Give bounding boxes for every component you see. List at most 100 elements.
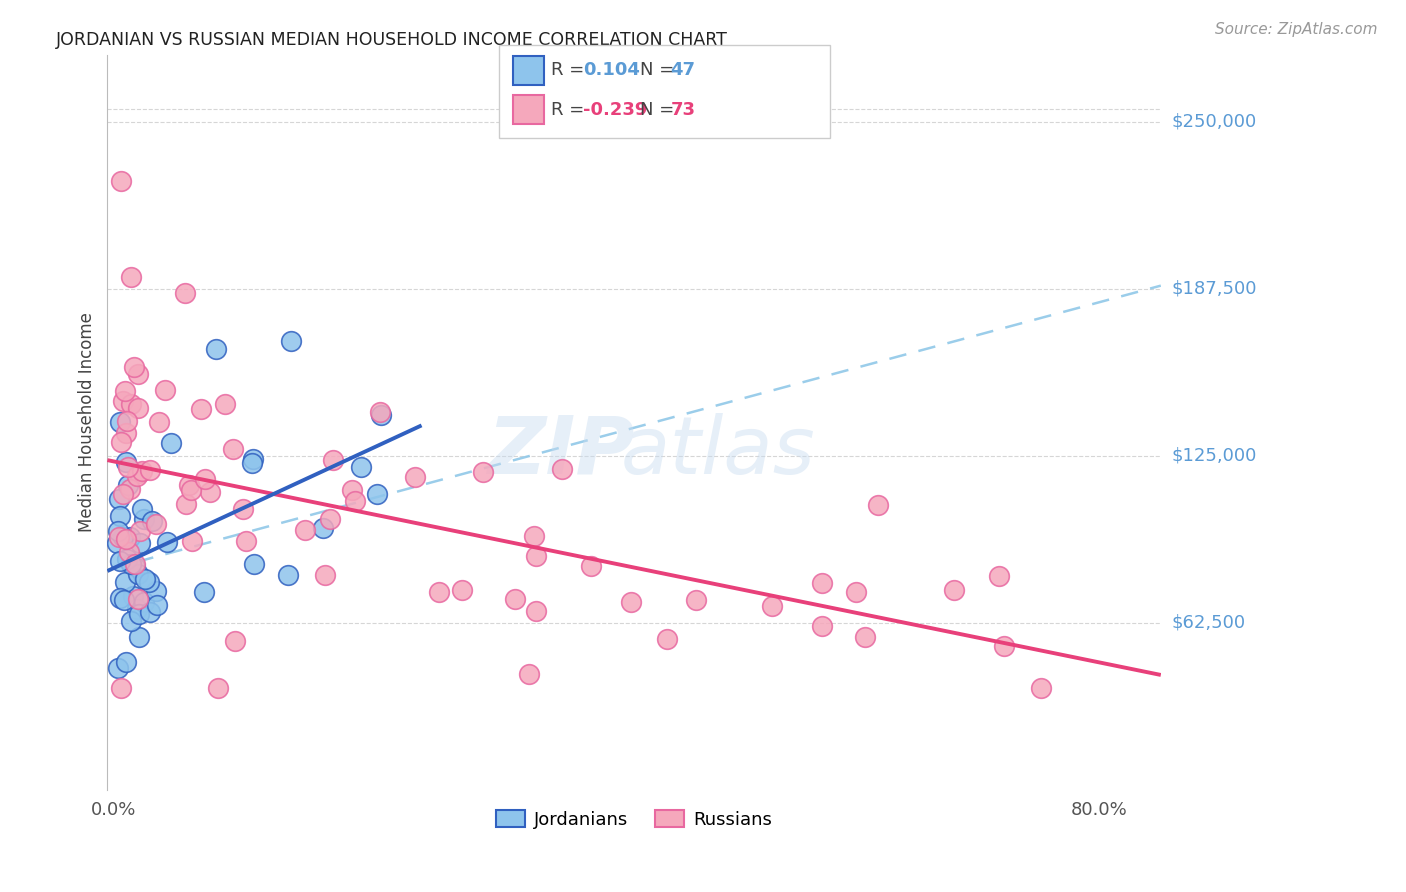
Point [134, 572, 156, 586]
Point [117, 477, 139, 491]
Point [127, 566, 149, 581]
Point [145, 517, 167, 532]
Point [112, 592, 135, 607]
Point [115, 656, 138, 670]
Point [551, 462, 574, 476]
Text: $125,000: $125,000 [1173, 447, 1257, 465]
Point [579, 559, 602, 574]
Point [194, 472, 217, 486]
Text: N =: N = [640, 62, 673, 79]
Point [131, 501, 153, 516]
Point [657, 632, 679, 646]
Point [127, 592, 149, 607]
Point [131, 464, 153, 478]
Text: $187,500: $187,500 [1173, 280, 1257, 298]
Point [141, 514, 163, 528]
Point [124, 558, 146, 572]
Point [472, 466, 495, 480]
Point [110, 174, 132, 188]
Point [127, 401, 149, 415]
Point [993, 640, 1015, 654]
Point [107, 491, 129, 506]
Text: $250,000: $250,000 [1173, 113, 1257, 131]
Point [198, 485, 221, 500]
Point [115, 533, 138, 547]
Point [343, 494, 366, 508]
Point [107, 661, 129, 675]
Point [120, 397, 142, 411]
Text: R =: R = [551, 62, 585, 79]
Point [138, 463, 160, 477]
Text: Source: ZipAtlas.com: Source: ZipAtlas.com [1215, 22, 1378, 37]
Point [120, 557, 142, 571]
Point [180, 483, 202, 498]
Point [853, 630, 876, 644]
Point [174, 496, 197, 510]
Point [112, 487, 135, 501]
Text: 0.104: 0.104 [583, 62, 640, 79]
Point [145, 584, 167, 599]
Text: 73: 73 [671, 101, 696, 119]
Text: $62,500: $62,500 [1173, 614, 1246, 632]
Point [138, 605, 160, 619]
Point [117, 414, 139, 428]
Point [127, 602, 149, 616]
Point [128, 466, 150, 480]
Point [224, 634, 246, 648]
Point [110, 681, 132, 695]
Point [240, 456, 263, 470]
Point [243, 557, 266, 571]
Point [350, 459, 373, 474]
Point [404, 470, 426, 484]
Point [124, 560, 146, 574]
Point [148, 415, 170, 429]
Point [115, 454, 138, 468]
Text: atlas: atlas [621, 413, 815, 491]
Point [107, 524, 129, 538]
Point [205, 342, 228, 356]
Point [942, 582, 965, 597]
Point [174, 285, 197, 300]
Point [120, 615, 142, 629]
Point [108, 591, 131, 606]
Point [370, 409, 392, 423]
Point [524, 549, 547, 563]
Point [517, 667, 540, 681]
Point [314, 567, 336, 582]
Point [111, 394, 134, 409]
Point [120, 530, 142, 544]
Y-axis label: Median Household Income: Median Household Income [79, 312, 96, 533]
Point [811, 619, 834, 633]
Point [156, 535, 179, 549]
Point [153, 383, 176, 397]
Point [125, 469, 148, 483]
Point [108, 530, 131, 544]
Point [112, 530, 135, 544]
Legend: Jordanians, Russians: Jordanians, Russians [489, 803, 779, 836]
Point [370, 405, 392, 419]
Point [110, 434, 132, 449]
Point [322, 453, 344, 467]
Point [146, 598, 169, 612]
Point [685, 592, 707, 607]
Point [108, 554, 131, 568]
Text: R =: R = [551, 101, 585, 119]
Point [988, 569, 1011, 583]
Point [114, 384, 136, 398]
Text: JORDANIAN VS RUSSIAN MEDIAN HOUSEHOLD INCOME CORRELATION CHART: JORDANIAN VS RUSSIAN MEDIAN HOUSEHOLD IN… [56, 31, 728, 49]
Point [190, 401, 212, 416]
Point [122, 359, 145, 374]
Point [193, 585, 215, 599]
Point [115, 426, 138, 441]
Point [242, 451, 264, 466]
Point [177, 478, 200, 492]
Point [232, 502, 254, 516]
Point [159, 436, 181, 450]
Point [222, 442, 245, 456]
Point [132, 595, 155, 609]
Point [120, 483, 142, 497]
Point [342, 483, 364, 498]
Point [207, 681, 229, 696]
Point [108, 509, 131, 524]
Point [866, 499, 889, 513]
